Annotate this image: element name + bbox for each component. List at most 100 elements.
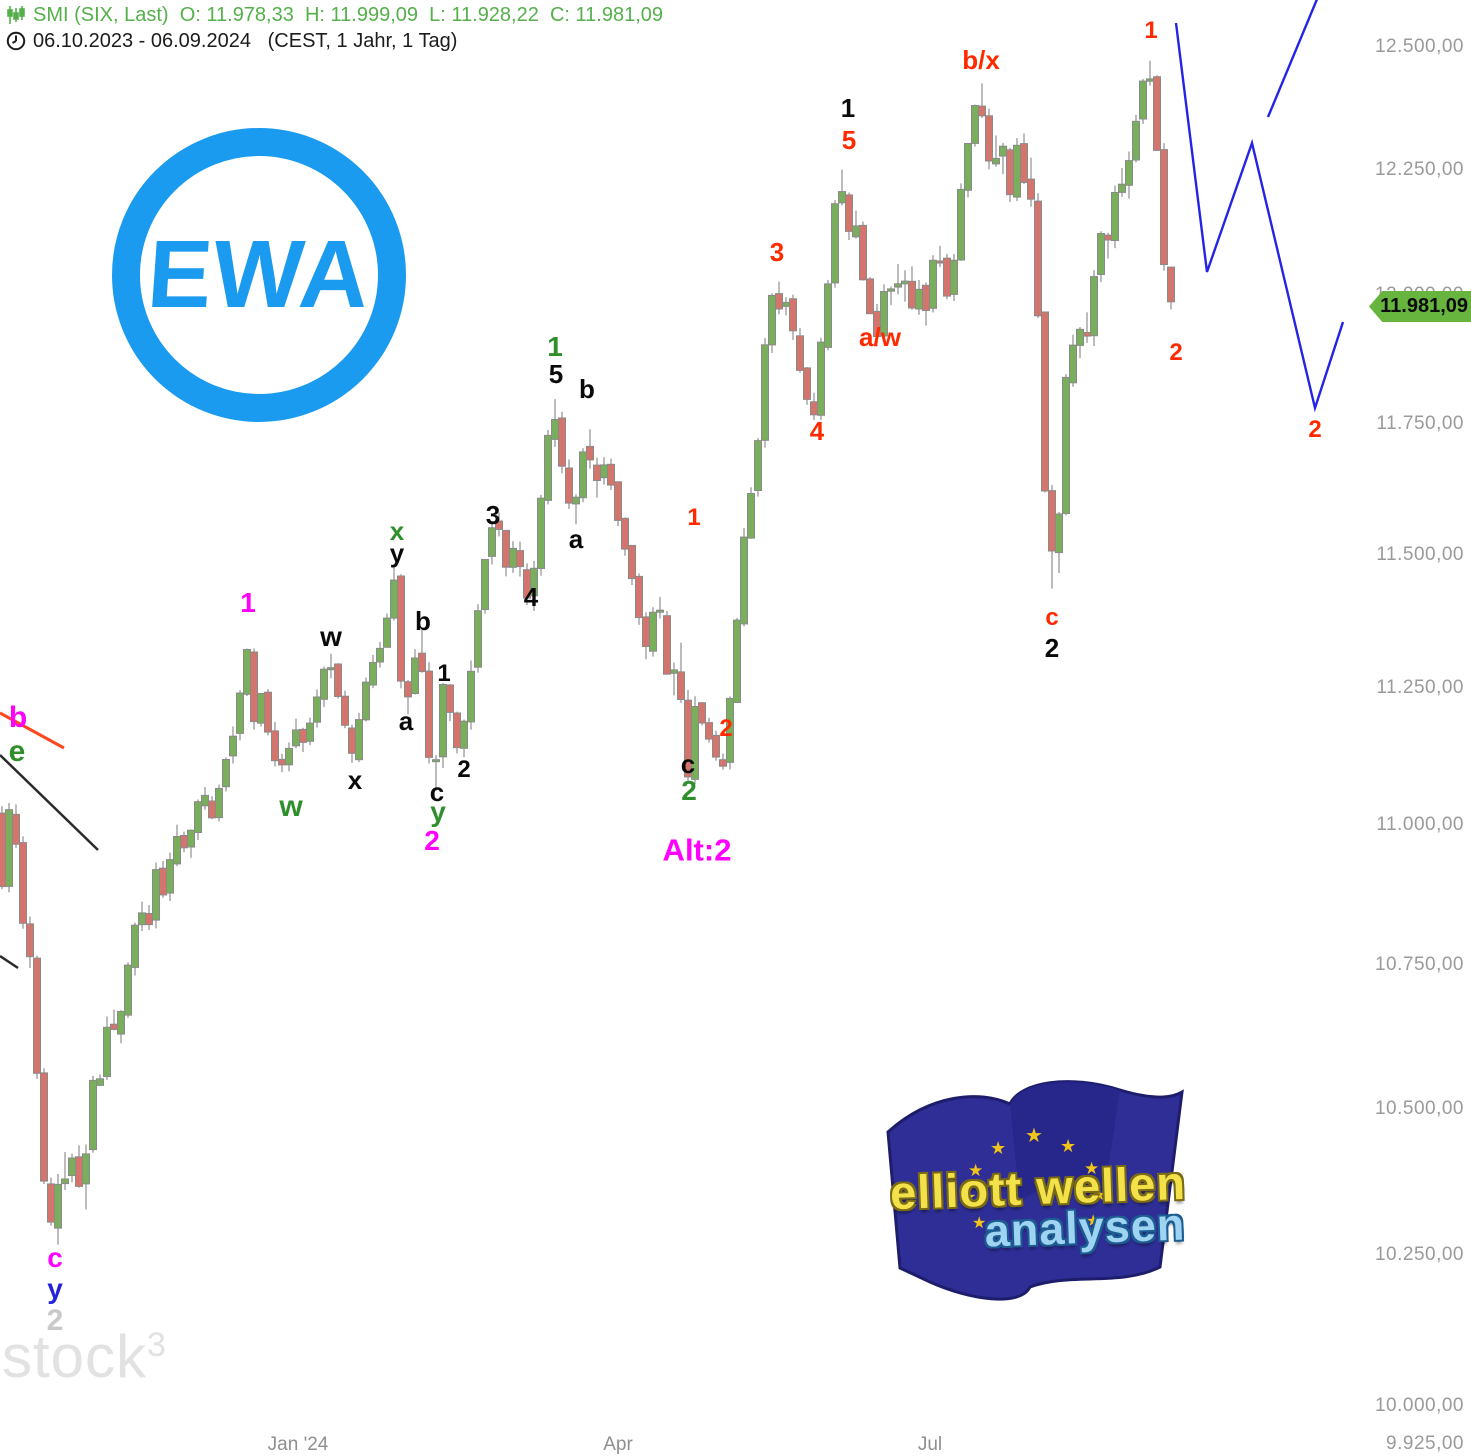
wave-label[interactable]: a	[568, 524, 584, 554]
candle	[1034, 200, 1042, 317]
candle	[677, 671, 685, 701]
clock-icon	[6, 31, 26, 51]
wave-label[interactable]: Alt:2	[662, 832, 732, 868]
candle	[831, 203, 839, 284]
candle	[768, 294, 776, 346]
wave-label[interactable]: 2	[1044, 633, 1060, 663]
wave-label[interactable]: 2	[1169, 339, 1183, 366]
candle	[852, 225, 860, 238]
candle	[1132, 120, 1140, 161]
candle	[929, 259, 937, 309]
candle	[355, 719, 363, 761]
candle	[152, 869, 160, 921]
candle	[908, 280, 916, 309]
candle	[75, 1156, 83, 1187]
wave-label[interactable]: c	[429, 777, 445, 807]
wave-label[interactable]: 2	[457, 756, 471, 783]
candle	[761, 344, 769, 441]
candle	[446, 684, 454, 713]
wave-label[interactable]: a/w	[859, 322, 901, 352]
candle	[901, 280, 909, 285]
candle	[453, 712, 461, 749]
candle	[250, 651, 258, 723]
candle	[271, 730, 279, 762]
candle	[348, 727, 356, 754]
wave-label[interactable]: 4	[809, 416, 825, 446]
wave-label[interactable]: b	[415, 606, 431, 636]
candle	[1076, 328, 1084, 346]
candle	[838, 191, 846, 204]
wave-label[interactable]: c	[47, 1242, 63, 1273]
candle	[390, 579, 398, 619]
wave-label[interactable]: b/x	[962, 45, 1000, 75]
wave-label[interactable]: b	[579, 374, 595, 404]
wave-label[interactable]: 1	[240, 587, 256, 618]
wave-label[interactable]: x	[389, 516, 405, 546]
candle	[47, 1183, 55, 1223]
svg-text:★: ★	[990, 1138, 1006, 1158]
wave-label[interactable]: w	[320, 621, 342, 652]
wave-label[interactable]: b	[8, 701, 28, 734]
analysis-line[interactable]	[1266, 0, 1320, 118]
candle	[173, 836, 181, 865]
wave-label[interactable]: 2	[681, 775, 697, 806]
candle	[40, 1072, 48, 1182]
candle	[110, 1023, 118, 1030]
candle	[418, 652, 426, 673]
elliott-wellen-analysen-logo: ★ ★ ★ ★ ★ ★ ★ ★ ★ ★ elliott wellen analy…	[870, 1072, 1200, 1322]
wave-label[interactable]: 2	[1308, 416, 1322, 443]
candle	[460, 720, 468, 749]
candle	[341, 695, 349, 726]
candle	[320, 668, 328, 700]
candle	[1048, 490, 1056, 552]
wave-label[interactable]: 2	[719, 715, 733, 742]
candle	[1013, 144, 1021, 198]
candle	[1118, 183, 1126, 193]
wave-label[interactable]: y	[389, 538, 405, 568]
wave-label[interactable]: a	[398, 706, 414, 736]
analysis-line[interactable]	[0, 711, 65, 750]
wave-label[interactable]: 3	[769, 237, 785, 267]
wave-label[interactable]: 1	[1144, 17, 1158, 44]
wave-label[interactable]: x	[347, 765, 363, 795]
wave-label[interactable]: 5	[841, 125, 857, 155]
analysis-line[interactable]	[0, 954, 19, 970]
wave-label[interactable]: c	[680, 749, 696, 779]
candle	[859, 224, 867, 281]
wave-label[interactable]: w	[279, 790, 303, 823]
candle	[411, 657, 419, 694]
candle	[740, 536, 748, 625]
analysis-line[interactable]	[1174, 22, 1345, 413]
wave-label[interactable]: 3	[485, 500, 501, 530]
candle	[1083, 332, 1091, 337]
candle	[180, 835, 188, 849]
wave-label[interactable]: c	[1045, 604, 1059, 631]
candle	[1111, 192, 1119, 241]
wave-label[interactable]: y	[47, 1273, 63, 1304]
wave-label[interactable]: 1	[547, 331, 563, 362]
candle	[208, 800, 216, 819]
candle	[1069, 344, 1077, 384]
wave-label[interactable]: 4	[523, 582, 539, 612]
time-tick-label: Jan '24	[267, 1434, 329, 1455]
candle	[579, 451, 587, 499]
wave-label[interactable]: 1	[687, 504, 701, 531]
candle	[551, 419, 559, 440]
wave-label[interactable]: 2	[424, 825, 440, 856]
wave-label[interactable]: 1	[840, 93, 856, 123]
wave-label[interactable]: 2	[46, 1304, 64, 1337]
candle	[957, 188, 965, 261]
candle	[61, 1178, 69, 1185]
wave-label[interactable]: 5	[548, 359, 564, 389]
wave-label[interactable]: e	[8, 735, 26, 768]
analysis-line[interactable]	[0, 754, 99, 851]
wave-label[interactable]: 1	[437, 660, 451, 687]
candle	[33, 957, 41, 1074]
price-tick-label: 10.250,00	[1374, 1244, 1464, 1265]
candle	[362, 681, 370, 721]
wave-label[interactable]: y	[430, 796, 446, 827]
quote-line: SMI (SIX, Last) O: 11.978,33 H: 11.999,0…	[6, 2, 663, 28]
price-tick-label: 12.500,00	[1374, 36, 1464, 57]
candle	[782, 301, 790, 307]
